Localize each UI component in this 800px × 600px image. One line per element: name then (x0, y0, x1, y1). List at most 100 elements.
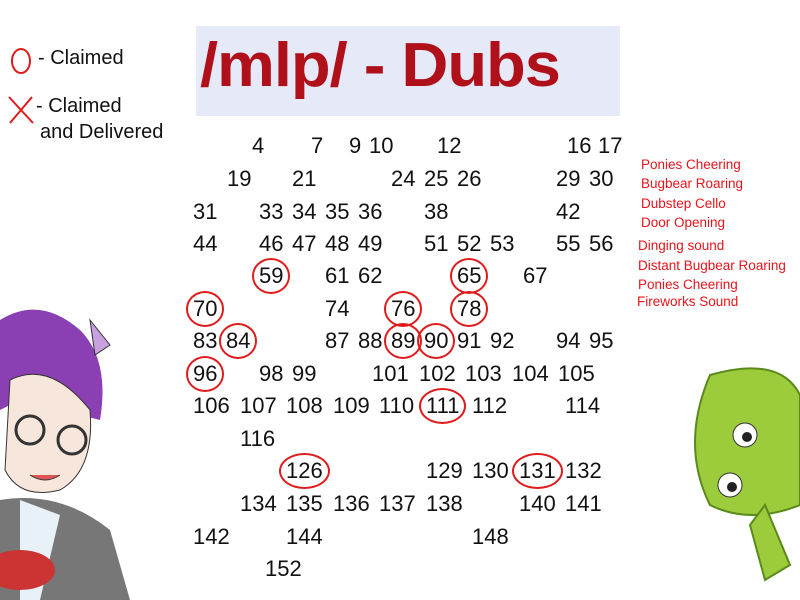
number: 19 (227, 166, 252, 191)
claimed-number: 76 (383, 291, 424, 327)
number: 129 (426, 458, 463, 483)
number: 148 (472, 524, 509, 549)
number: 101 (372, 361, 409, 386)
number: 140 (519, 491, 556, 516)
number: 114 (565, 393, 601, 418)
number: 112 (472, 393, 508, 418)
number: 137 (379, 491, 416, 516)
number: 108 (286, 393, 323, 418)
number: 92 (490, 328, 515, 353)
purple-haired-character-illustration (0, 309, 130, 600)
number: 55 (556, 231, 581, 256)
sound-note: Ponies Cheering (638, 277, 738, 292)
legend-delivered-label: - Claimed (36, 95, 122, 117)
number: 52 (457, 231, 482, 256)
number: 135 (286, 491, 323, 516)
number: 17 (598, 133, 623, 158)
sound-note: Ponies Cheering (641, 157, 741, 172)
sound-note: Fireworks Sound (637, 294, 739, 309)
claimed-number: 131 (512, 453, 563, 489)
number: 142 (193, 524, 230, 549)
number: 102 (419, 361, 456, 386)
claimed-number: 78 (449, 291, 490, 327)
claimed-number: 84 (218, 323, 259, 359)
legend-claimed-label: - Claimed (38, 47, 124, 69)
number: 138 (426, 491, 463, 516)
circle-icon (11, 48, 31, 74)
number: 26 (457, 166, 482, 191)
number: 30 (589, 166, 614, 191)
number: 9 (349, 133, 362, 158)
number: 130 (472, 458, 509, 483)
number: 74 (325, 296, 350, 321)
number: 107 (240, 393, 277, 418)
number: 49 (358, 231, 383, 256)
number: 152 (265, 556, 302, 581)
number: 12 (437, 133, 462, 158)
number: 51 (424, 231, 449, 256)
claimed-number: 89 (383, 323, 424, 359)
number: 103 (465, 361, 502, 386)
number: 104 (512, 361, 549, 386)
number: 44 (193, 231, 218, 256)
number: 88 (358, 328, 383, 353)
number: 105 (558, 361, 595, 386)
number: 33 (259, 199, 284, 224)
number: 87 (325, 328, 350, 353)
number: 36 (358, 199, 383, 224)
title-banner (196, 26, 620, 116)
number: 106 (193, 393, 230, 418)
number: 48 (325, 231, 350, 256)
number: 67 (523, 263, 548, 288)
claimed-number: 111 (418, 388, 468, 424)
number: 110 (379, 393, 415, 418)
number: 10 (369, 133, 394, 158)
claimed-number: 96 (185, 356, 226, 392)
claimed-number: 59 (251, 258, 292, 294)
number: 109 (333, 393, 370, 418)
number: 24 (391, 166, 416, 191)
number: 34 (292, 199, 317, 224)
number: 21 (292, 166, 317, 191)
number: 42 (556, 199, 581, 224)
number: 132 (565, 458, 602, 483)
number: 144 (286, 524, 323, 549)
number: 25 (424, 166, 449, 191)
number: 61 (325, 263, 350, 288)
number: 136 (333, 491, 370, 516)
number: 46 (259, 231, 284, 256)
number: 56 (589, 231, 614, 256)
number: 29 (556, 166, 581, 191)
sound-note: Dubstep Cello (641, 196, 726, 211)
number: 95 (589, 328, 614, 353)
number: 62 (358, 263, 383, 288)
claimed-number: 90 (416, 323, 457, 359)
number: 7 (311, 133, 324, 158)
number: 47 (292, 231, 317, 256)
number: 16 (567, 133, 592, 158)
claimed-number: 70 (185, 291, 226, 327)
number: 53 (490, 231, 515, 256)
claimed-number: 126 (279, 453, 330, 489)
number: 94 (556, 328, 581, 353)
number: 98 (259, 361, 284, 386)
number: 116 (240, 426, 276, 451)
number: 134 (240, 491, 277, 516)
sound-note: Door Opening (641, 215, 726, 230)
sound-note: Distant Bugbear Roaring (638, 258, 786, 273)
sound-note: Bugbear Roaring (641, 176, 744, 191)
number: 91 (457, 328, 482, 353)
number: 35 (325, 199, 350, 224)
legend-delivered-label-2: and Delivered (40, 121, 164, 143)
number: 38 (424, 199, 449, 224)
green-robot-character-illustration (694, 367, 800, 582)
x-icon (8, 96, 34, 124)
number: 31 (193, 199, 218, 224)
number: 141 (565, 491, 602, 516)
number: 4 (252, 133, 265, 158)
claimed-number: 65 (449, 258, 490, 294)
page-title: /mlp/ - Dubs (200, 31, 561, 100)
number: 83 (193, 328, 218, 353)
sound-note: Dinging sound (638, 238, 725, 253)
number: 99 (292, 361, 317, 386)
